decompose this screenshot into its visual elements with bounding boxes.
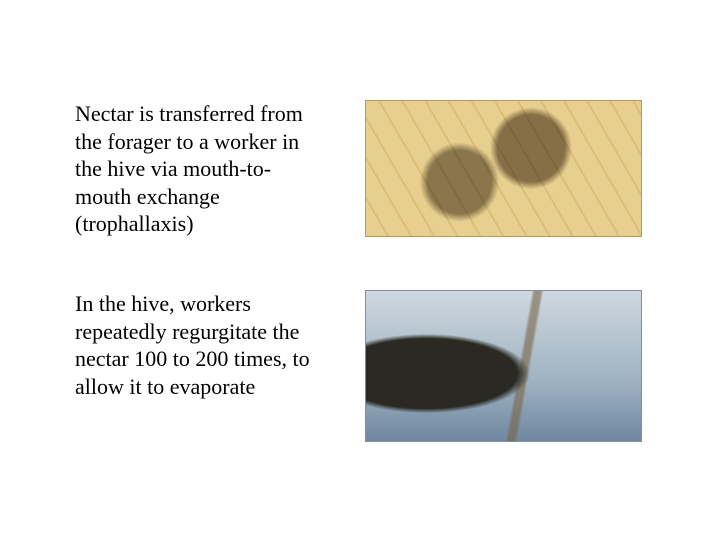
paragraph-trophallaxis: Nectar is transferred from the forager t… — [75, 100, 325, 238]
row-1: Nectar is transferred from the forager t… — [75, 100, 642, 238]
image-bee-regurgitating — [365, 290, 642, 442]
slide: Nectar is transferred from the forager t… — [0, 0, 720, 540]
row-2: In the hive, workers repeatedly regurgit… — [75, 290, 642, 442]
image-bees-on-honeycomb — [365, 100, 642, 237]
image-wrap-2 — [365, 290, 642, 442]
image-wrap-1 — [365, 100, 642, 237]
paragraph-regurgitate: In the hive, workers repeatedly regurgit… — [75, 290, 325, 400]
